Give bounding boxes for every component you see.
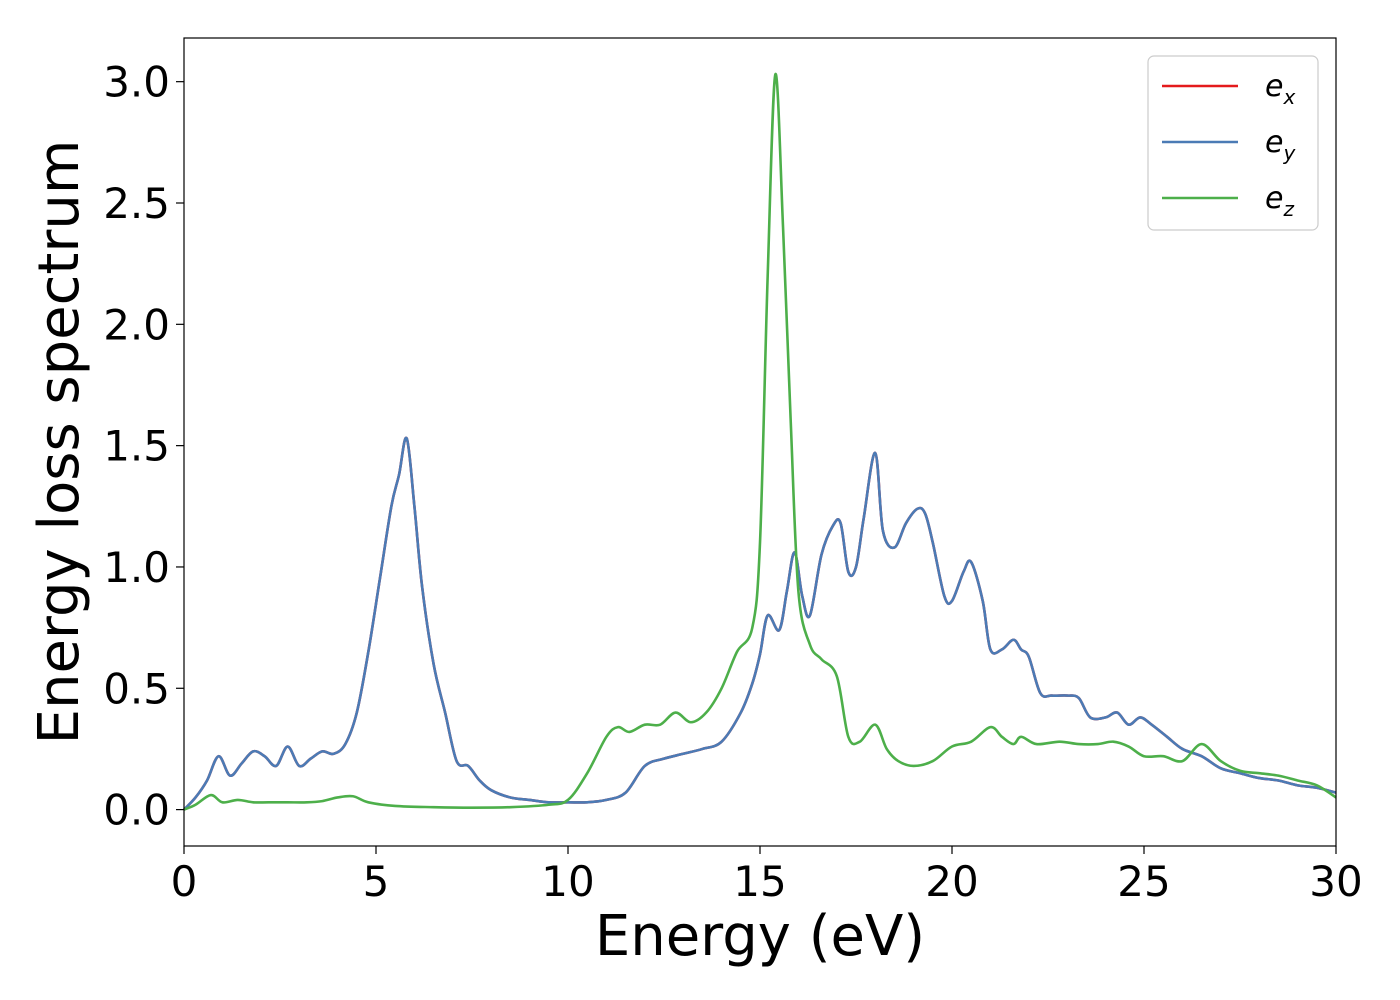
y-tick-label: 2.5	[103, 179, 170, 228]
x-tick-label: 0	[171, 857, 198, 906]
y-tick-label: 1.5	[103, 422, 170, 471]
legend-label-base: e	[1265, 181, 1283, 216]
legend-label-y: ey	[1265, 125, 1296, 165]
y-axis-title: Energy loss spectrum	[27, 140, 92, 745]
series-group	[183, 73, 1337, 811]
x-axis-title: Energy (eV)	[595, 904, 925, 969]
legend-label-subscript: x	[1282, 85, 1295, 109]
legend-label-x: ex	[1265, 69, 1295, 109]
y-tick-label: 2.0	[103, 300, 170, 349]
legend-label-subscript: z	[1282, 197, 1294, 221]
y-axis-ticks: 0.0 0.5 1.0 1.5 2.0 2.5 3.0	[103, 58, 184, 835]
x-tick-label: 5	[363, 857, 390, 906]
legend-label-z: ez	[1265, 181, 1294, 221]
series-line-x	[183, 436, 1337, 811]
x-tick-label: 25	[1117, 857, 1170, 906]
series-line-z	[183, 73, 1337, 811]
legend-label-subscript: y	[1282, 141, 1296, 165]
x-tick-label: 10	[541, 857, 594, 906]
y-tick-label: 0.5	[103, 664, 170, 713]
y-tick-label: 1.0	[103, 543, 170, 592]
x-tick-label: 15	[733, 857, 786, 906]
x-axis-ticks: 0 5 10 15 20 25 30	[171, 846, 1363, 906]
x-tick-label: 20	[925, 857, 978, 906]
y-tick-label: 3.0	[103, 58, 170, 107]
x-tick-label: 30	[1309, 857, 1362, 906]
legend-label-base: e	[1265, 125, 1283, 160]
series-line-y	[183, 436, 1337, 811]
legend-label-base: e	[1265, 69, 1283, 104]
y-tick-label: 0.0	[103, 786, 170, 835]
